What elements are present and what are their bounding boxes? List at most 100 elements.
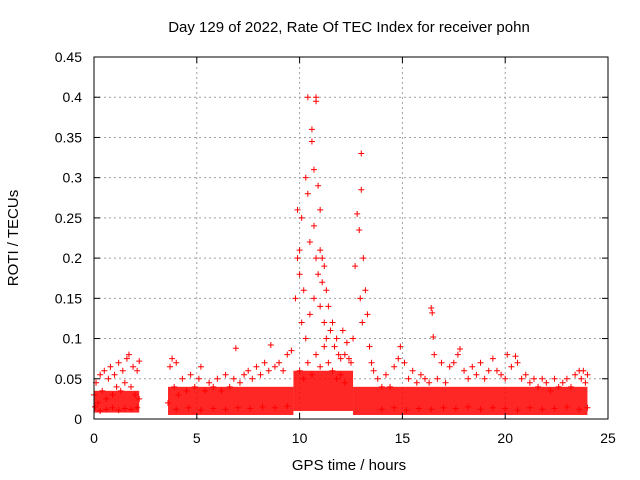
data-point — [502, 375, 509, 382]
data-point — [183, 387, 190, 394]
data-point — [417, 371, 424, 378]
data-point — [115, 359, 122, 366]
data-point — [105, 375, 112, 382]
data-point — [128, 383, 135, 390]
data-point — [539, 375, 546, 382]
data-point — [121, 379, 128, 386]
data-point — [572, 371, 579, 378]
data-point — [362, 287, 369, 294]
data-point — [296, 367, 303, 374]
data-point — [465, 375, 472, 382]
data-point — [477, 406, 484, 413]
data-point — [514, 407, 521, 414]
data-point — [197, 363, 204, 370]
data-point — [323, 287, 330, 294]
data-point — [567, 383, 574, 390]
data-point — [352, 263, 359, 270]
data-point — [315, 182, 322, 189]
data-point — [325, 303, 332, 310]
data-point — [321, 319, 328, 326]
data-point — [253, 363, 260, 370]
data-point — [214, 375, 221, 382]
data-point — [539, 406, 546, 413]
data-point — [339, 327, 346, 334]
data-point — [202, 387, 209, 394]
data-point — [296, 247, 303, 254]
data-point — [359, 319, 366, 326]
data-point — [382, 371, 389, 378]
data-point — [498, 371, 505, 378]
data-point — [218, 387, 225, 394]
data-point — [257, 371, 264, 378]
data-point — [348, 359, 354, 366]
data-point — [350, 335, 357, 342]
data-point — [428, 406, 435, 413]
x-tick-label: 5 — [193, 430, 201, 446]
data-point — [422, 375, 429, 382]
data-point — [298, 214, 305, 221]
x-tick-label: 0 — [90, 430, 98, 446]
data-point — [403, 407, 410, 414]
data-point — [563, 403, 570, 410]
data-point — [481, 375, 488, 382]
data-point — [401, 359, 408, 366]
data-point — [308, 138, 315, 145]
data-point — [409, 367, 416, 374]
data-point — [302, 335, 309, 342]
data-point — [306, 311, 313, 318]
data-point — [473, 371, 480, 378]
data-point — [543, 379, 550, 386]
data-point — [576, 406, 583, 413]
data-point — [261, 359, 268, 366]
data-point — [405, 375, 412, 382]
data-point — [387, 383, 394, 390]
data-point — [440, 404, 447, 411]
data-point — [197, 407, 204, 414]
data-points — [91, 94, 591, 415]
data-point — [236, 379, 243, 386]
data-point — [95, 399, 102, 406]
data-point — [276, 359, 283, 366]
data-point — [329, 319, 336, 326]
data-point — [555, 383, 562, 390]
data-point — [101, 367, 108, 374]
data-point — [304, 190, 311, 197]
data-point — [232, 345, 239, 352]
data-point — [442, 379, 449, 386]
y-axis-label: ROTI / TECUs — [5, 190, 22, 286]
data-point — [374, 375, 381, 382]
data-point — [354, 210, 361, 217]
data-point — [226, 383, 233, 390]
data-point — [121, 405, 128, 412]
data-point — [265, 367, 272, 374]
data-point — [345, 355, 352, 362]
x-tick-label: 10 — [292, 430, 308, 446]
data-point — [512, 353, 519, 360]
data-point — [173, 359, 180, 366]
data-point — [107, 363, 114, 370]
data-point — [563, 375, 570, 382]
data-point — [304, 94, 311, 101]
data-point — [327, 327, 334, 334]
data-point — [489, 404, 496, 411]
data-point — [522, 371, 529, 378]
y-tick-label: 0.2 — [63, 250, 83, 266]
x-tick-label: 20 — [497, 430, 513, 446]
data-point — [169, 355, 176, 362]
data-point — [582, 379, 589, 386]
data-point — [206, 379, 213, 386]
data-point — [136, 395, 143, 402]
data-point — [502, 405, 509, 412]
data-point — [357, 295, 364, 302]
data-point — [461, 367, 468, 374]
data-point — [526, 379, 533, 386]
data-point — [323, 335, 330, 342]
data-point — [415, 405, 422, 412]
data-point — [97, 407, 104, 414]
data-point — [284, 403, 291, 410]
data-point — [298, 319, 305, 326]
data-point — [397, 343, 404, 350]
data-point — [280, 367, 287, 374]
data-point — [530, 375, 537, 382]
